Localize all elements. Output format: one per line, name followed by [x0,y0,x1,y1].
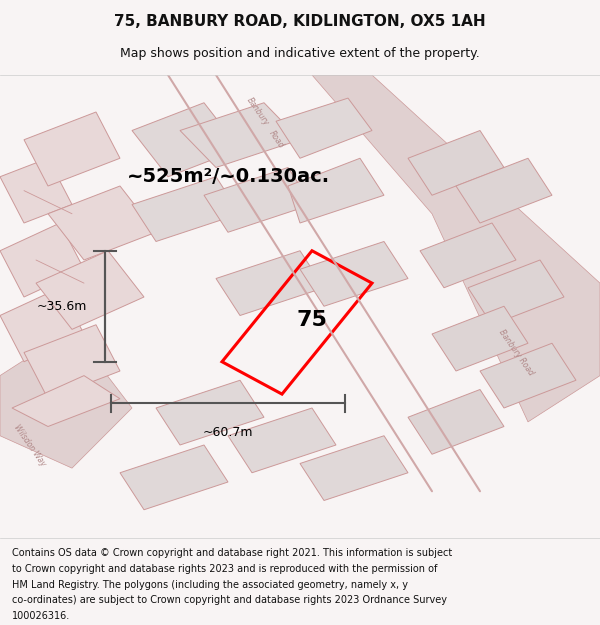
Text: ~60.7m: ~60.7m [203,426,253,439]
Text: Wilsdon Way: Wilsdon Way [13,422,47,468]
Polygon shape [120,445,228,510]
Polygon shape [156,380,264,445]
Polygon shape [288,158,384,223]
Text: Banbury Road: Banbury Road [497,328,535,377]
Polygon shape [312,75,600,422]
Text: 75, BANBURY ROAD, KIDLINGTON, OX5 1AH: 75, BANBURY ROAD, KIDLINGTON, OX5 1AH [114,14,486,29]
Text: ~35.6m: ~35.6m [37,300,87,312]
Text: 75: 75 [296,310,328,330]
Polygon shape [24,325,120,399]
Polygon shape [276,98,372,158]
Polygon shape [0,329,132,468]
Polygon shape [204,168,312,232]
Polygon shape [468,260,564,325]
Polygon shape [0,158,72,223]
Polygon shape [24,112,120,186]
Polygon shape [300,241,408,306]
Polygon shape [408,389,504,454]
Polygon shape [12,376,120,426]
Text: ~525m²/~0.130ac.: ~525m²/~0.130ac. [127,168,329,186]
Text: Map shows position and indicative extent of the property.: Map shows position and indicative extent… [120,48,480,61]
Polygon shape [228,408,336,472]
Text: Contains OS data © Crown copyright and database right 2021. This information is : Contains OS data © Crown copyright and d… [12,548,452,558]
Polygon shape [36,251,144,329]
Polygon shape [180,102,300,168]
Polygon shape [0,288,84,362]
Polygon shape [216,251,324,316]
Polygon shape [420,223,516,288]
Text: HM Land Registry. The polygons (including the associated geometry, namely x, y: HM Land Registry. The polygons (includin… [12,579,408,589]
Polygon shape [48,186,156,260]
Polygon shape [480,343,576,408]
Text: Banbury: Banbury [245,96,271,128]
Text: co-ordinates) are subject to Crown copyright and database rights 2023 Ordnance S: co-ordinates) are subject to Crown copyr… [12,595,447,605]
Polygon shape [432,306,528,371]
Polygon shape [456,158,552,223]
Polygon shape [132,102,240,177]
Polygon shape [300,436,408,501]
Polygon shape [132,177,240,241]
Polygon shape [0,223,84,297]
Text: to Crown copyright and database rights 2023 and is reproduced with the permissio: to Crown copyright and database rights 2… [12,564,437,574]
Text: 100026316.: 100026316. [12,611,70,621]
Polygon shape [408,131,504,195]
Text: Road: Road [267,129,285,150]
